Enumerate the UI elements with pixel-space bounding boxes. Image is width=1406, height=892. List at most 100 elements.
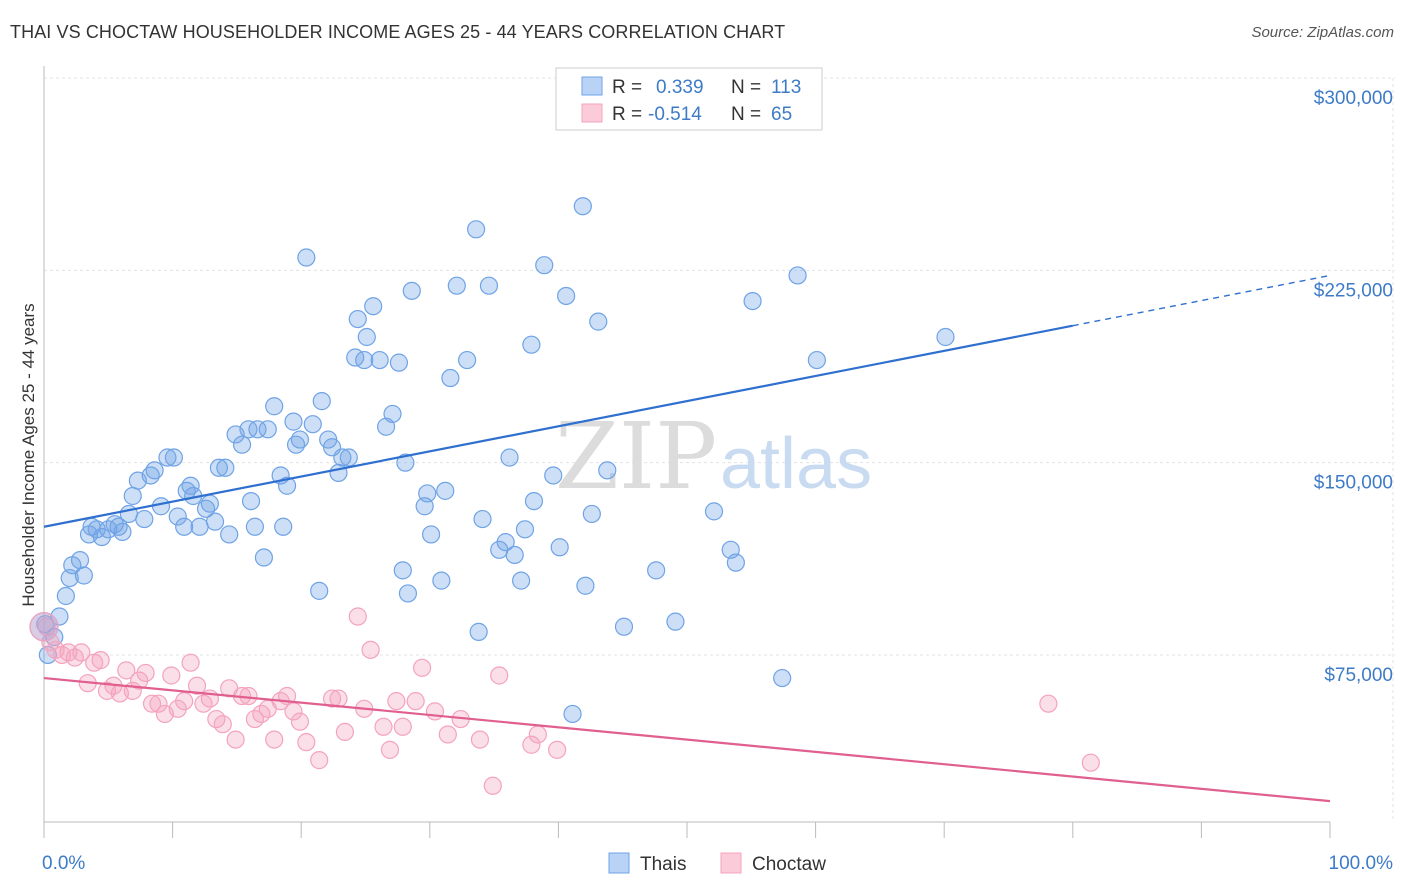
point-thais (164, 448, 183, 467)
y-tick-label: $300,000 (1314, 88, 1393, 109)
point-thais (113, 522, 132, 541)
point-choctaw (374, 717, 393, 736)
point-thais (666, 612, 685, 631)
point-choctaw (187, 676, 207, 695)
trend-line-choctaw (43, 676, 1331, 803)
point-thais (788, 266, 807, 285)
point-thais (647, 561, 666, 580)
point-thais (807, 350, 826, 370)
point-thais (512, 571, 531, 590)
watermark-zip: ZIP (555, 403, 717, 510)
legend-label-thais: Thais (640, 854, 686, 875)
thais-n-label: N = (731, 77, 761, 98)
point-thais (466, 220, 486, 239)
watermark: ZIP atlas (555, 403, 872, 510)
point-thais (168, 507, 187, 526)
point-thais (277, 476, 297, 495)
point-thais (383, 404, 402, 424)
point-thais (582, 504, 601, 524)
point-thais (200, 494, 219, 513)
chart-title: THAI VS CHOCTAW HOUSEHOLDER INCOME AGES … (10, 22, 786, 42)
point-thais (726, 553, 745, 572)
point-choctaw (490, 666, 509, 685)
y-tick-label: $225,000 (1314, 280, 1393, 301)
point-thais (389, 353, 409, 372)
point-choctaw (213, 715, 232, 734)
point-thais (432, 571, 451, 590)
point-thais (205, 512, 225, 531)
point-thais (522, 335, 541, 354)
point-choctaw (335, 722, 355, 742)
point-thais (544, 466, 563, 485)
point-thais (258, 420, 277, 439)
point-thais (355, 350, 374, 370)
stats-legend: R = 0.339 N = 113 R = -0.514 N = 65 (555, 67, 823, 131)
point-thais (473, 509, 492, 529)
point-thais (704, 502, 724, 521)
point-thais (936, 327, 955, 347)
thais-n-value: 113 (771, 77, 801, 98)
point-thais (614, 617, 634, 636)
x-tick-labels: 0.0% 100.0% (42, 853, 1393, 874)
point-thais (333, 448, 352, 467)
point-choctaw (522, 735, 541, 754)
point-choctaw (361, 640, 380, 659)
point-thais (158, 448, 177, 467)
point-thais (74, 566, 93, 585)
point-thais (56, 586, 75, 606)
source-credit: Source: ZipAtlas.com (1251, 24, 1394, 41)
gridlines (44, 77, 1395, 822)
point-thais (232, 435, 252, 454)
point-thais (190, 517, 209, 536)
point-choctaw (412, 658, 432, 677)
point-thais (290, 430, 310, 449)
point-thais (248, 420, 267, 439)
point-choctaw (37, 617, 56, 636)
point-choctaw (181, 653, 200, 672)
point-choctaw (425, 702, 445, 721)
x-tick-label-min: 0.0% (42, 853, 85, 874)
point-thais (598, 461, 617, 480)
point-thais (418, 484, 437, 503)
point-thais (220, 525, 239, 544)
point-thais (535, 256, 554, 275)
point-thais (364, 297, 383, 316)
point-choctaw (438, 725, 457, 744)
point-choctaw (149, 694, 168, 713)
point-thais (436, 481, 455, 500)
point-thais (297, 248, 316, 267)
point-choctaw (329, 689, 348, 708)
point-thais (550, 538, 569, 557)
point-thais (589, 312, 608, 331)
point-thais (310, 581, 329, 600)
axes (43, 66, 1331, 838)
thais-r-label: R = (612, 77, 642, 98)
y-tick-labels: $75,000 $150,000 $225,000 $300,000 (1314, 88, 1393, 686)
point-thais (515, 520, 535, 539)
series-legend: Thais Choctaw (608, 852, 826, 875)
point-choctaw (528, 725, 547, 744)
point-choctaw (470, 730, 490, 749)
point-thais (241, 492, 261, 511)
point-thais (576, 576, 595, 595)
choctaw-r-label: R = (612, 104, 642, 125)
point-thais (135, 509, 154, 529)
point-choctaw (117, 661, 136, 680)
point-thais (743, 291, 762, 311)
point-thais (500, 448, 519, 467)
point-choctaw (162, 666, 181, 685)
point-choctaw (297, 733, 316, 752)
point-thais (505, 545, 524, 565)
point-thais (496, 533, 515, 552)
choctaw-n-label: N = (731, 104, 761, 125)
point-thais (339, 448, 358, 467)
point-thais (312, 392, 331, 411)
point-thais (402, 281, 421, 300)
point-choctaw (393, 717, 412, 736)
point-thais (274, 517, 293, 536)
point-thais (265, 397, 284, 416)
point-thais (479, 276, 499, 295)
point-thais (209, 458, 228, 477)
y-tick-label: $150,000 (1314, 473, 1393, 494)
